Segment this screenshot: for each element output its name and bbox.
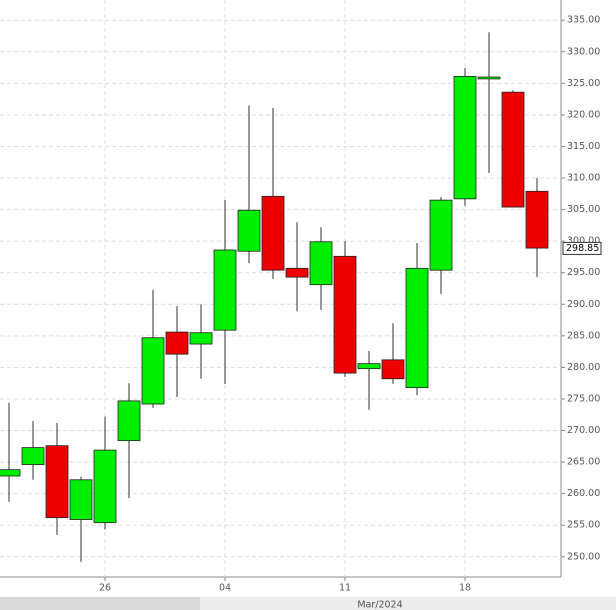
- candle-body: [477, 76, 501, 80]
- candle-body: [501, 91, 525, 208]
- y-tick-label: 335.00: [567, 15, 600, 26]
- candle-body: [141, 337, 165, 405]
- candle-body: [261, 195, 285, 271]
- y-tick-label: 295.00: [567, 267, 600, 278]
- candle-body: [0, 469, 21, 477]
- candle-body: [21, 447, 45, 466]
- candle-body: [381, 359, 405, 380]
- y-tick-label: 305.00: [567, 204, 600, 215]
- y-tick-label: 265.00: [567, 457, 600, 468]
- candle-body: [453, 75, 477, 200]
- y-tick-label: 270.00: [567, 425, 600, 436]
- candle-body: [45, 445, 69, 519]
- period-label: Mar/2024: [357, 600, 402, 610]
- y-tick-label: 315.00: [567, 141, 600, 152]
- y-tick-label: 290.00: [567, 299, 600, 310]
- y-tick-label: 260.00: [567, 488, 600, 499]
- candle-body: [405, 267, 429, 389]
- candle-body: [237, 209, 261, 252]
- y-tick-label: 285.00: [567, 330, 600, 341]
- scrollbar-track: [0, 597, 200, 610]
- candle-body: [93, 449, 117, 524]
- y-tick-label: 250.00: [567, 551, 600, 562]
- candle-body: [309, 241, 333, 286]
- y-tick-label: 300.00: [567, 236, 600, 247]
- last-price-label: 298.85: [566, 243, 599, 254]
- candle-body: [165, 331, 189, 355]
- y-tick-label: 310.00: [567, 173, 600, 184]
- y-tick-label: 320.00: [567, 109, 600, 120]
- candle-body: [213, 249, 237, 331]
- candle-body: [429, 199, 453, 271]
- y-tick-label: 275.00: [567, 393, 600, 404]
- candle-body: [333, 255, 357, 374]
- candle-body: [285, 267, 309, 278]
- candle-body: [117, 400, 141, 442]
- candle-body: [69, 479, 93, 520]
- y-tick-label: 255.00: [567, 520, 600, 531]
- candle-body: [189, 332, 213, 345]
- candle-body: [357, 363, 381, 370]
- y-tick-label: 280.00: [567, 362, 600, 373]
- y-tick-label: 325.00: [567, 78, 600, 89]
- y-tick-label: 330.00: [567, 46, 600, 57]
- x-tick-label: 26: [99, 583, 111, 594]
- x-tick-label: 18: [459, 583, 471, 594]
- x-tick-label: 11: [339, 583, 351, 594]
- candle-body: [525, 190, 549, 249]
- last-price-box: [562, 241, 602, 255]
- x-tick-label: 04: [219, 583, 231, 594]
- scrollbar-thumb[interactable]: [200, 597, 616, 610]
